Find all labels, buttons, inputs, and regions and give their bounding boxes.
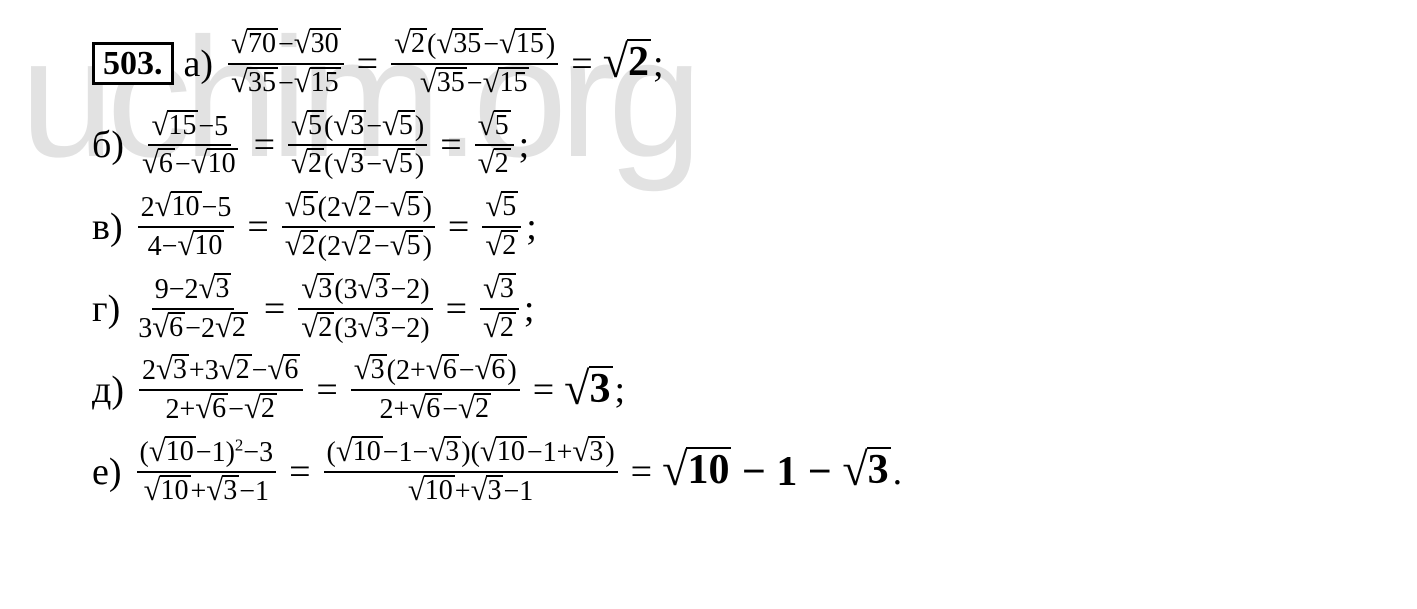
- equals: =: [440, 123, 461, 167]
- equals: =: [264, 287, 285, 331]
- problem-number: 503.: [92, 42, 174, 85]
- equals: =: [448, 205, 469, 249]
- line-a: 503. а) √70−√30 √35−√15 = √2(√35−√15) √3…: [92, 28, 1417, 100]
- frac-a2: √2(√35−√15) √35−√15: [391, 28, 558, 100]
- equals: =: [446, 287, 467, 331]
- line-e: е) (√10−1)2−3 √10+√3−1 = (√10−1−√3)(√10−…: [92, 436, 1417, 508]
- frac-b1: √15−5 √6−√10: [139, 110, 241, 182]
- punct: ;: [615, 368, 626, 412]
- result-b: √5 √2: [475, 110, 514, 182]
- frac-g1: 9−2√3 3√6−2√2: [135, 273, 251, 345]
- result-a: √2: [603, 39, 651, 88]
- equals: =: [533, 368, 554, 412]
- equals: =: [254, 123, 275, 167]
- frac-e2: (√10−1−√3)(√10−1+√3) √10+√3−1: [324, 436, 618, 508]
- frac-e1: (√10−1)2−3 √10+√3−1: [137, 436, 277, 508]
- equals: =: [357, 42, 378, 86]
- punct: .: [893, 450, 903, 494]
- frac-v1: 2√10−5 4−√10: [138, 191, 235, 263]
- part-label-b: б): [92, 123, 124, 167]
- result-v: √5 √2: [482, 191, 521, 263]
- result-g: √3 √2: [480, 273, 519, 345]
- frac-d1: 2√3+3√2−√6 2+√6−√2: [139, 354, 303, 426]
- frac-b2: √5(√3−√5) √2(√3−√5): [288, 110, 427, 182]
- equals: =: [571, 42, 592, 86]
- equals: =: [316, 368, 337, 412]
- equals: =: [247, 205, 268, 249]
- frac-v2: √5(2√2−√5) √2(2√2−√5): [282, 191, 435, 263]
- punct: ;: [526, 205, 537, 249]
- part-label-d: д): [92, 368, 124, 412]
- solution-block: 503. а) √70−√30 √35−√15 = √2(√35−√15) √3…: [0, 0, 1417, 508]
- frac-d2: √3(2+√6−√6) 2+√6−√2: [351, 354, 520, 426]
- frac-a1: √70−√30 √35−√15: [228, 28, 344, 100]
- result-d: √3: [564, 366, 612, 415]
- punct: ;: [519, 123, 530, 167]
- equals: =: [289, 450, 310, 494]
- part-label-e: е): [92, 450, 122, 494]
- part-label-a: а): [184, 42, 214, 86]
- line-g: г) 9−2√3 3√6−2√2 = √3(3√3−2) √2(3√3−2) =…: [92, 273, 1417, 345]
- result-e: √10 − 1 − √3: [662, 447, 891, 496]
- line-v: в) 2√10−5 4−√10 = √5(2√2−√5) √2(2√2−√5) …: [92, 191, 1417, 263]
- part-label-v: в): [92, 205, 123, 249]
- part-label-g: г): [92, 287, 120, 331]
- line-d: д) 2√3+3√2−√6 2+√6−√2 = √3(2+√6−√6) 2+√6…: [92, 354, 1417, 426]
- equals: =: [631, 450, 652, 494]
- punct: ;: [524, 287, 535, 331]
- punct: ;: [653, 42, 664, 86]
- frac-g2: √3(3√3−2) √2(3√3−2): [298, 273, 432, 345]
- line-b: б) √15−5 √6−√10 = √5(√3−√5) √2(√3−√5) = …: [92, 110, 1417, 182]
